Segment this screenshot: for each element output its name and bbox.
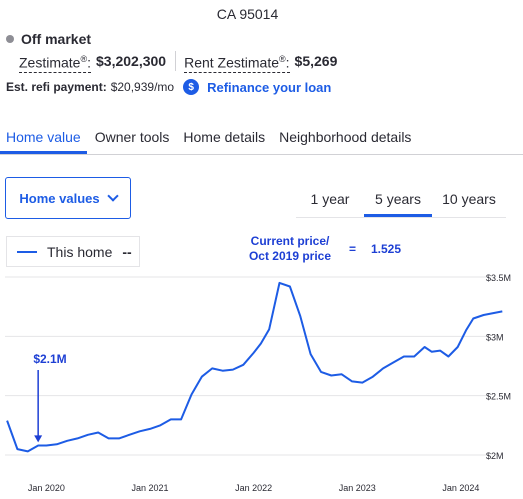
- legend-series-name: This home: [47, 243, 113, 260]
- zestimate-row: Zestimate®: $3,202,300 Rent Zestimate®: …: [19, 50, 337, 73]
- x-tick-label: Jan 2021: [132, 483, 169, 493]
- dollar-circle-icon: $: [183, 79, 200, 95]
- current-price-annotation-line1: Current price/: [250, 234, 330, 248]
- y-tick-label: $3.5M: [486, 273, 511, 283]
- annotation-ratio: 1.525: [371, 242, 402, 256]
- zestimate-label[interactable]: Zestimate®:: [19, 50, 91, 73]
- address-header: CA 95014: [216, 6, 279, 22]
- refi-row: Est. refi payment: $20,939/mo $ Refinanc…: [6, 79, 331, 95]
- status-dot-icon: [6, 35, 14, 43]
- divider: [175, 51, 177, 72]
- home-values-dropdown[interactable]: Home values: [5, 177, 131, 219]
- status-label: Off market: [21, 31, 92, 47]
- annotation-equals: =: [349, 242, 357, 256]
- y-tick-label: $2.5M: [486, 392, 511, 402]
- range-tabs: 1 year 5 years 10 years: [296, 180, 506, 218]
- main-tabs: Home value Owner tools Home details Neig…: [0, 119, 523, 155]
- x-tick-label: Jan 2024: [442, 483, 479, 493]
- registered-mark-icon: ®: [279, 54, 286, 64]
- rent-zestimate-label[interactable]: Rent Zestimate®:: [184, 50, 290, 73]
- rent-zestimate-value: $5,269: [294, 53, 338, 70]
- x-tick-label: Jan 2023: [339, 483, 376, 493]
- current-price-annotation: Current price/ Oct 2019 price: [244, 234, 336, 264]
- chart-legend: This home --: [6, 236, 140, 267]
- y-tick-label: $3M: [486, 332, 504, 342]
- series-line-this-home: [6, 281, 503, 453]
- y-tick-label: $2M: [486, 451, 504, 461]
- current-price-annotation-line2: Oct 2019 price: [248, 249, 332, 263]
- refinance-link[interactable]: Refinance your loan: [207, 79, 332, 95]
- x-tick-label: Jan 2020: [28, 483, 65, 493]
- x-tick-label: Jan 2022: [235, 483, 272, 493]
- status-row: Off market: [6, 31, 91, 47]
- legend-series-value: --: [122, 243, 132, 260]
- refi-label: Est. refi payment:: [6, 80, 107, 94]
- legend-line-icon: [17, 250, 37, 253]
- start-price-annotation: $2.1M: [33, 352, 66, 366]
- home-value-chart[interactable]: $2M $2.5M $3M $3.5M Jan 2020 Jan 2021 Jan 2022…: [0, 268, 523, 499]
- tab-neighborhood-details[interactable]: Neighborhood details: [279, 129, 412, 145]
- range-tab-10-years[interactable]: 10 years: [442, 191, 496, 207]
- zestimate-value: $3,202,300: [96, 53, 167, 70]
- rent-zestimate-label-text: Rent Zestimate: [184, 54, 280, 71]
- home-values-dropdown-label: Home values: [19, 190, 100, 206]
- tab-home-details[interactable]: Home details: [183, 129, 266, 145]
- registered-mark-icon: ®: [80, 54, 88, 64]
- range-tab-5-years[interactable]: 5 years: [364, 180, 432, 217]
- range-tab-1-year[interactable]: 1 year: [310, 191, 350, 207]
- zestimate-label-text: Zestimate: [19, 54, 81, 71]
- tab-owner-tools[interactable]: Owner tools: [94, 129, 170, 145]
- refi-value: $20,939/mo: [110, 80, 175, 94]
- chevron-down-icon: [106, 189, 119, 202]
- tab-home-value[interactable]: Home value: [0, 119, 87, 154]
- annotation-arrowhead-icon: [34, 435, 43, 443]
